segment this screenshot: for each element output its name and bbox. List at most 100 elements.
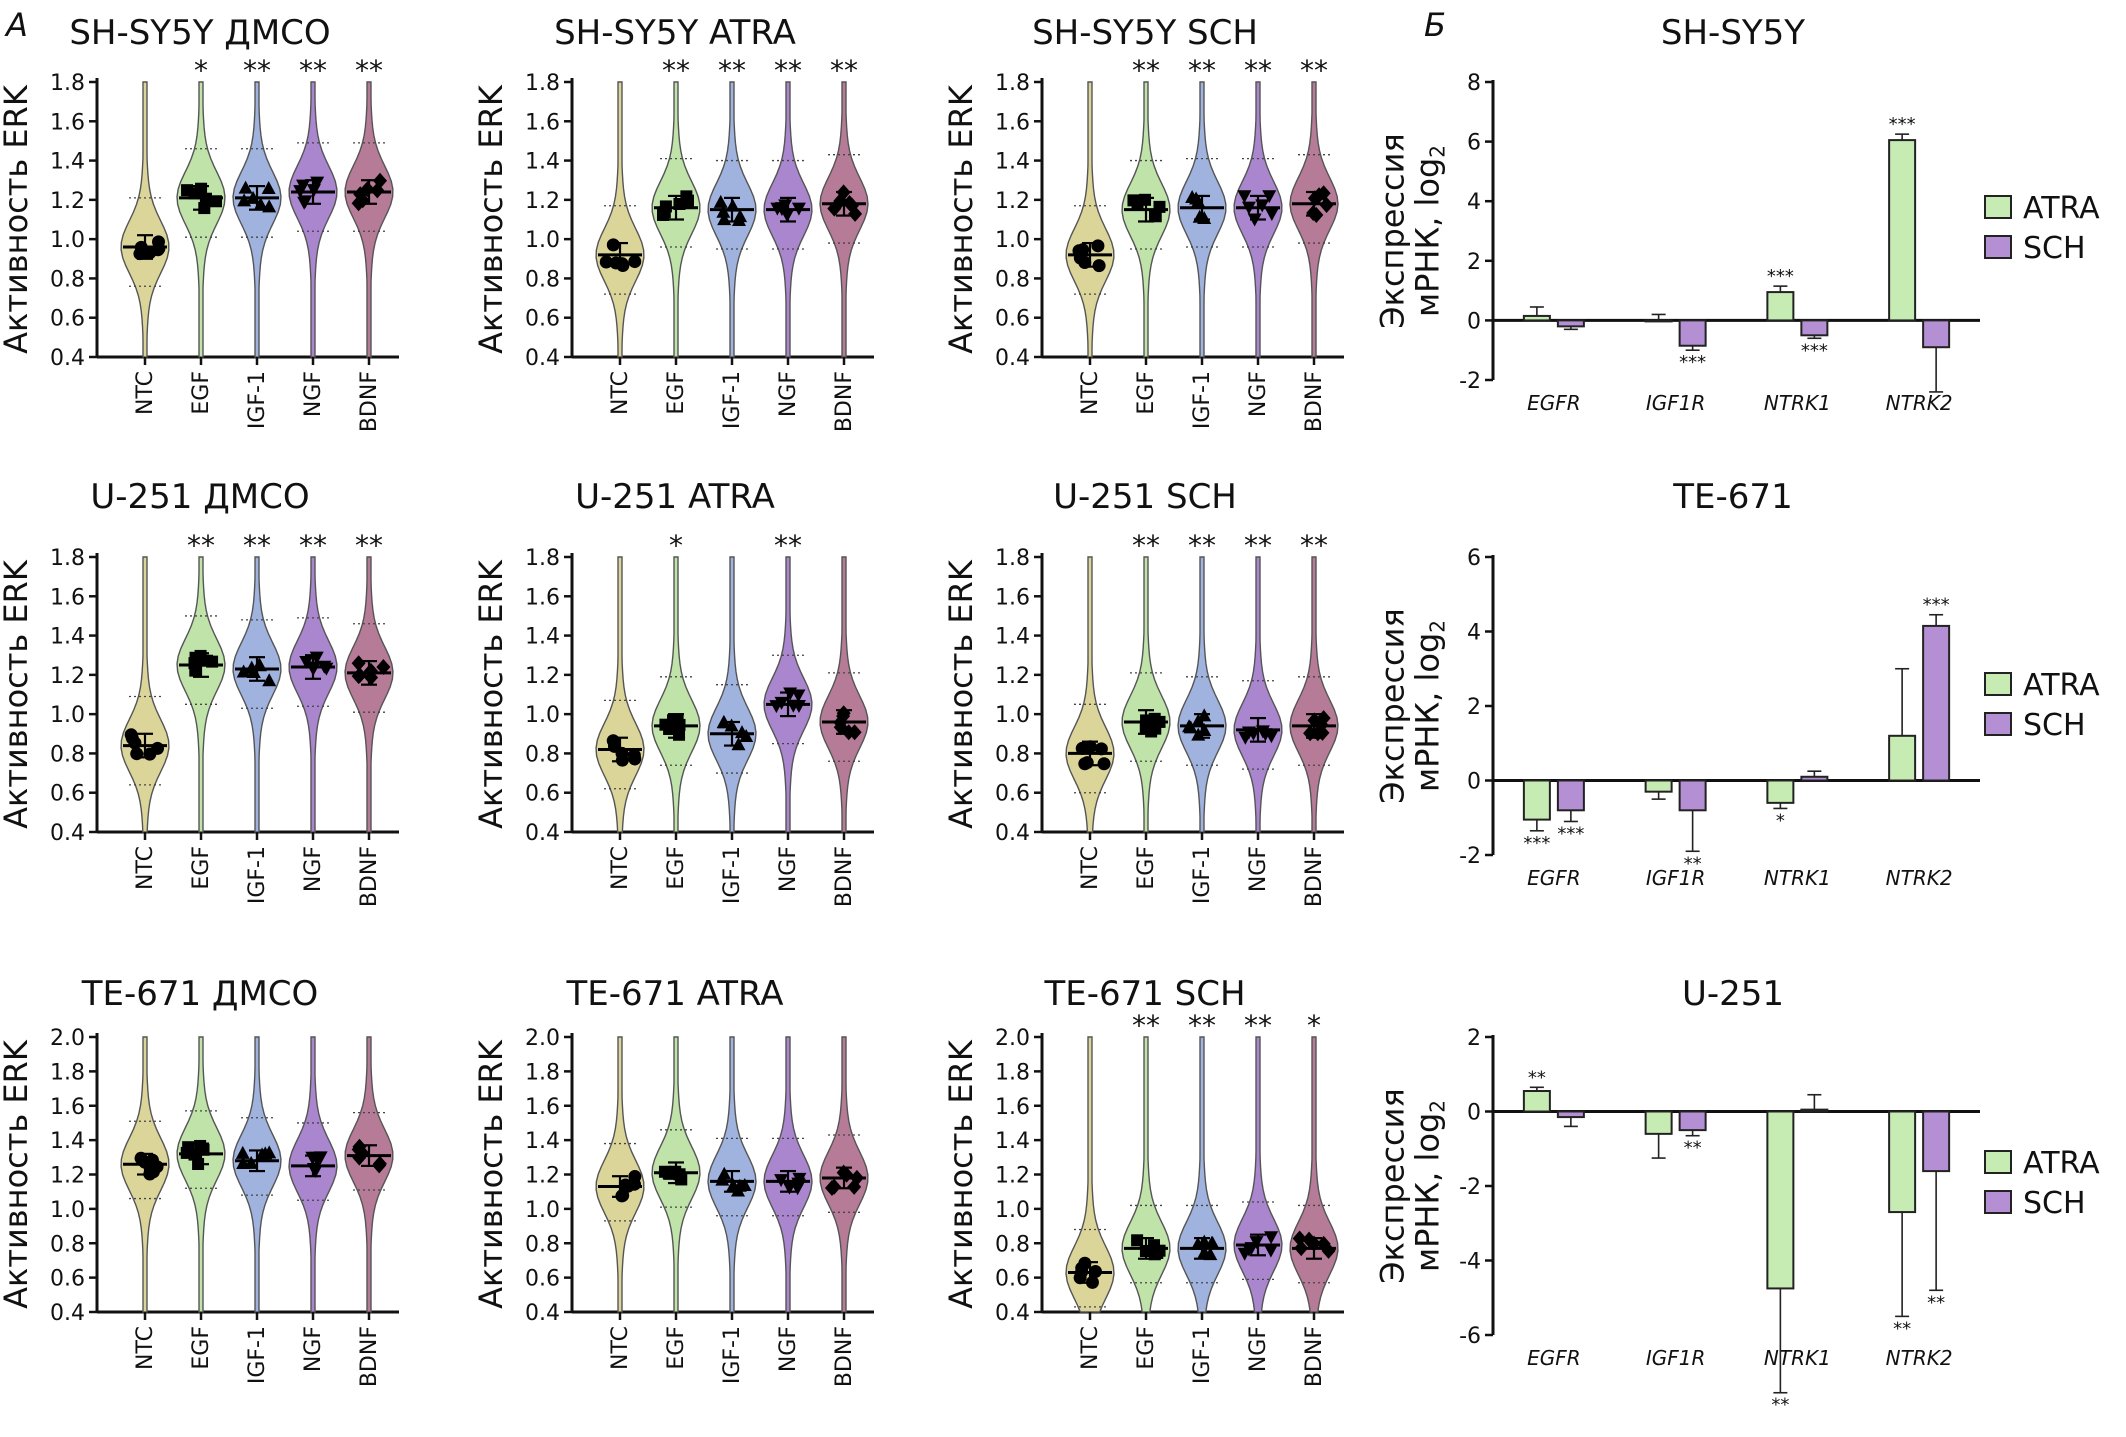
data-point — [849, 1169, 864, 1186]
data-point — [717, 212, 732, 226]
violin-egf — [1121, 556, 1171, 833]
data-point — [1238, 731, 1253, 745]
data-point — [1191, 727, 1206, 741]
y-tick-label: 2.0 — [995, 1026, 1030, 1051]
significance-mark: ** — [243, 529, 271, 562]
data-point — [599, 255, 613, 269]
data-point — [198, 202, 211, 215]
y-tick-label: 1.4 — [525, 625, 560, 650]
y-tick-label: 1.6 — [50, 1095, 85, 1120]
data-point — [616, 1188, 630, 1202]
significance-mark: ** — [1893, 1318, 1911, 1339]
violin-ngf — [1233, 556, 1283, 833]
data-point — [138, 1155, 152, 1169]
data-point — [1292, 1230, 1307, 1247]
y-tick-label: 1.6 — [995, 110, 1030, 135]
data-point — [246, 665, 261, 679]
violin-chart-3: SH-SY5Y SCH Активность ERK 0.4 0.6 0.8 1.0 1.2… — [942, 13, 1344, 432]
bar-atra — [1522, 314, 1551, 322]
y-tick-label: 0.6 — [995, 1267, 1030, 1292]
data-point — [664, 1167, 677, 1180]
data-point — [713, 194, 728, 208]
y-tick-label: 4 — [1467, 190, 1481, 215]
violin-ntc — [1065, 81, 1115, 358]
significance-mark: ** — [1528, 1067, 1546, 1088]
significance-mark: *** — [1889, 114, 1916, 135]
y-tick-label: 1.8 — [525, 546, 560, 571]
y-axis-label: Активность ERK — [472, 1039, 510, 1309]
significance-mark: ** — [830, 54, 858, 87]
violin-chart-9: TE-671 SCH Активность ERK 0.4 0.6 0.8 1.0 1.2 1… — [942, 974, 1344, 1387]
legend-swatch-sch — [1984, 235, 2012, 259]
data-point — [1241, 201, 1256, 215]
x-tick-label: NTC — [133, 371, 158, 415]
data-point — [609, 256, 623, 270]
x-tick-label: EGF — [1134, 1326, 1159, 1370]
y-axis-label: Активность ERK — [942, 559, 980, 829]
y-tick-label: 1.4 — [525, 150, 560, 175]
x-tick-label: IGF-1 — [720, 1326, 745, 1384]
data-point — [1131, 1234, 1144, 1247]
chart-title: U-251 — [1682, 974, 1784, 1014]
y-tick-label: 1.6 — [525, 110, 560, 135]
violin-bdnf — [1289, 556, 1339, 833]
data-point — [1197, 708, 1212, 722]
data-point — [1088, 1264, 1102, 1278]
y-tick-label: -2 — [1459, 1175, 1481, 1200]
y-tick-label: 1.0 — [995, 703, 1030, 728]
data-point — [197, 1143, 210, 1156]
data-point — [774, 1174, 789, 1188]
data-point — [839, 1166, 854, 1183]
data-point — [352, 667, 367, 684]
y-tick-label: 1.4 — [50, 150, 85, 175]
data-point — [373, 172, 388, 189]
data-point — [1072, 244, 1086, 258]
y-tick-label: 0.4 — [995, 1301, 1030, 1326]
x-category-label: NTRK1 — [1764, 1346, 1831, 1370]
y-tick-label: 0.6 — [50, 307, 85, 332]
y-tick-label: 0.8 — [995, 742, 1030, 767]
y-tick-label: 0.8 — [525, 267, 560, 292]
x-tick-label: NGF — [776, 846, 801, 892]
data-point — [1183, 720, 1198, 734]
y-tick-label: 1.0 — [50, 228, 85, 253]
y-tick-label: 1.8 — [525, 71, 560, 96]
data-point — [1237, 190, 1252, 204]
violin-bdnf — [819, 81, 869, 358]
data-point — [782, 1181, 797, 1195]
violin-ngf — [1233, 1036, 1283, 1313]
violin-chart-5: U-251 ATRA Активность ERK 0.4 0.6 0.8 1.0 1.2 1… — [472, 477, 874, 907]
y-tick-label: 1.0 — [525, 1198, 560, 1223]
significance-mark: ** — [1300, 54, 1328, 87]
data-point — [1139, 722, 1152, 735]
data-point — [235, 1145, 250, 1159]
bar-atra — [1766, 779, 1795, 804]
y-tick-label: 1.8 — [525, 1060, 560, 1085]
panel-label-a: А — [4, 6, 28, 44]
x-category-label: EGFR — [1527, 866, 1581, 890]
data-point — [306, 184, 321, 198]
data-point — [673, 728, 686, 741]
y-axis-label: ЭкспрессиямРНК, log2 — [1373, 1088, 1449, 1283]
y-tick-label: 0.4 — [525, 346, 560, 371]
y-tick-label: 0.8 — [525, 1232, 560, 1257]
y-tick-label: 0.4 — [50, 821, 85, 846]
y-tick-label: 1.4 — [995, 1129, 1030, 1154]
panel-label-b: Б — [1424, 6, 1446, 44]
data-point — [1255, 199, 1270, 213]
significance-mark: * — [669, 529, 683, 562]
y-axis-label: Активность ERK — [0, 1039, 35, 1309]
data-point — [146, 1165, 160, 1179]
y-tick-label: 0.6 — [525, 1267, 560, 1292]
y-tick-label: 1.2 — [995, 1164, 1030, 1189]
y-axis-label: Активность ERK — [0, 84, 35, 354]
significance-mark: *** — [1923, 595, 1950, 616]
data-point — [791, 1177, 806, 1191]
y-tick-label: 6 — [1467, 131, 1481, 156]
y-tick-label: 1.8 — [995, 71, 1030, 96]
legend-label: ATRA — [2023, 1146, 2100, 1181]
data-point — [355, 192, 370, 209]
significance-mark: ** — [1771, 1395, 1789, 1416]
y-tick-label: 1.2 — [525, 189, 560, 214]
